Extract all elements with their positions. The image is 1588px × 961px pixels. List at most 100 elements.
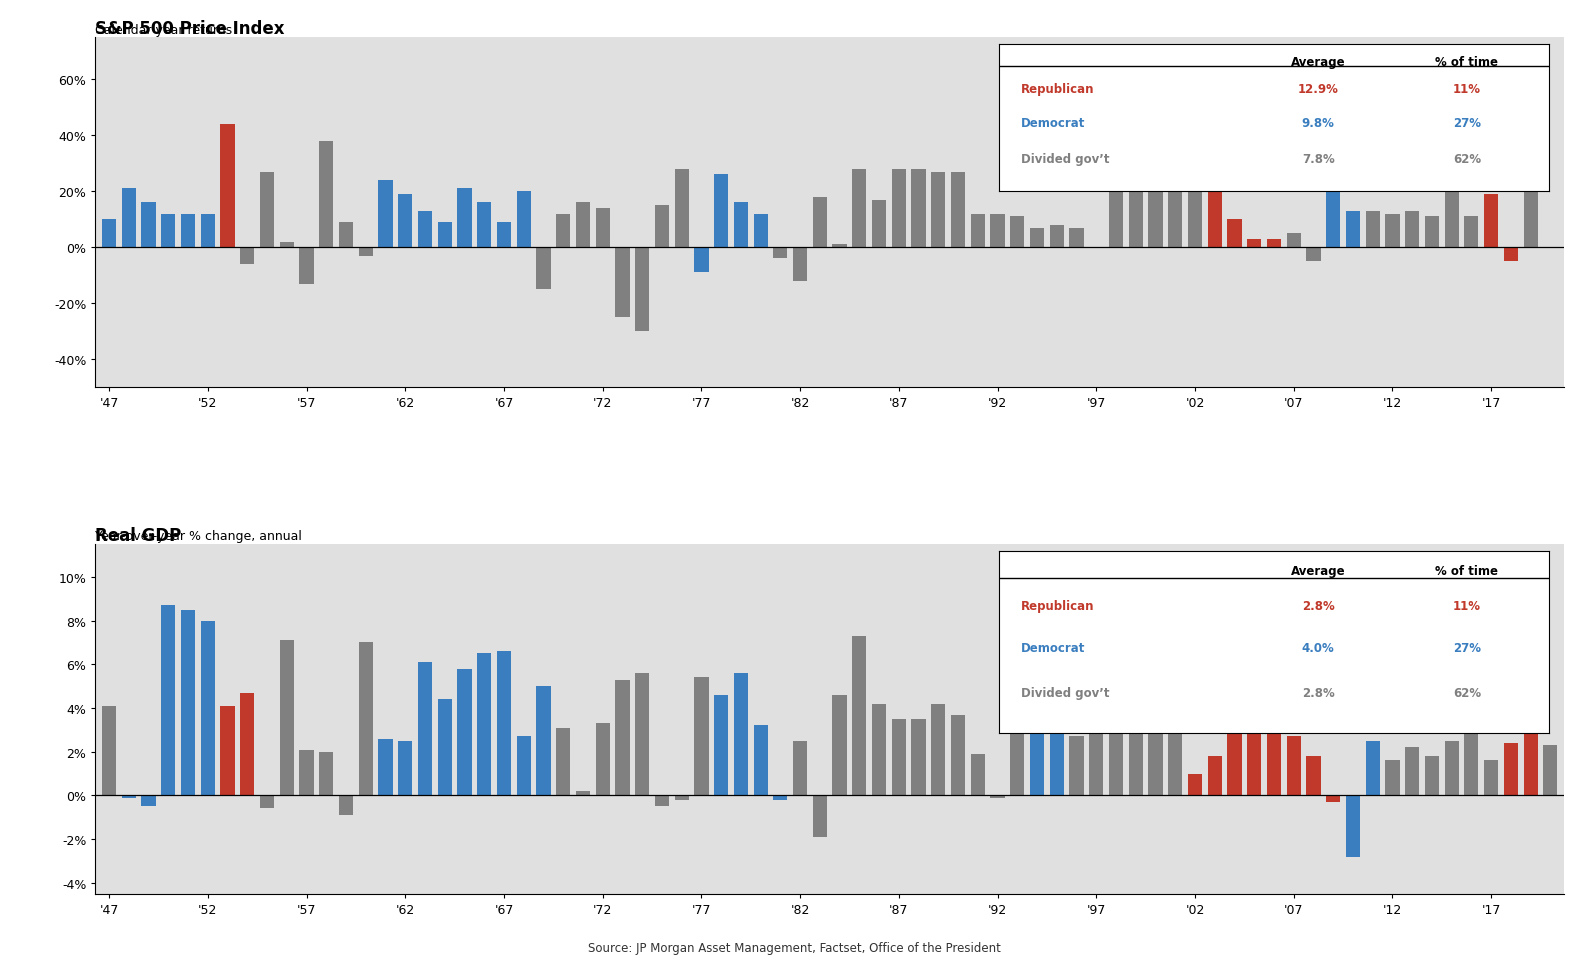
Bar bbox=[1326, 175, 1340, 248]
Bar bbox=[1523, 732, 1537, 796]
Bar bbox=[675, 170, 689, 248]
Bar bbox=[596, 724, 610, 796]
Bar bbox=[141, 796, 156, 806]
Bar bbox=[1247, 713, 1261, 796]
Bar bbox=[162, 605, 175, 796]
Bar bbox=[1424, 217, 1439, 248]
Bar bbox=[694, 678, 708, 796]
Bar bbox=[635, 248, 649, 332]
Bar bbox=[1129, 698, 1143, 796]
Bar bbox=[476, 203, 491, 248]
Bar bbox=[378, 181, 392, 248]
Bar bbox=[181, 610, 195, 796]
Bar bbox=[1345, 796, 1359, 856]
Bar bbox=[1504, 743, 1518, 796]
Bar bbox=[813, 796, 827, 837]
Bar bbox=[1108, 698, 1123, 796]
Bar bbox=[1326, 796, 1340, 802]
Bar bbox=[240, 248, 254, 264]
Bar bbox=[715, 695, 729, 796]
Bar bbox=[1010, 217, 1024, 248]
Bar bbox=[715, 175, 729, 248]
Bar bbox=[991, 796, 1005, 798]
Bar bbox=[951, 172, 966, 248]
Bar bbox=[556, 727, 570, 796]
Bar bbox=[1445, 741, 1459, 796]
Bar bbox=[832, 245, 846, 248]
Bar bbox=[399, 195, 413, 248]
Bar bbox=[141, 203, 156, 248]
Bar bbox=[497, 652, 511, 796]
Bar bbox=[931, 703, 945, 796]
Bar bbox=[240, 693, 254, 796]
Bar bbox=[970, 754, 985, 796]
Bar bbox=[1050, 708, 1064, 796]
Bar bbox=[1169, 170, 1183, 248]
Bar bbox=[635, 674, 649, 796]
Bar bbox=[1464, 732, 1478, 796]
Bar bbox=[221, 706, 235, 796]
Bar bbox=[359, 248, 373, 257]
Bar bbox=[773, 796, 788, 800]
Bar bbox=[991, 214, 1005, 248]
Bar bbox=[1228, 220, 1242, 248]
Bar bbox=[615, 248, 629, 318]
Bar bbox=[853, 636, 867, 796]
Bar bbox=[279, 242, 294, 248]
Bar bbox=[576, 203, 591, 248]
Bar bbox=[260, 796, 275, 808]
Bar bbox=[378, 739, 392, 796]
Bar bbox=[615, 679, 629, 796]
Bar bbox=[200, 214, 214, 248]
Bar bbox=[792, 741, 807, 796]
Bar bbox=[1207, 170, 1221, 248]
Bar bbox=[181, 214, 195, 248]
Bar bbox=[792, 248, 807, 282]
Bar bbox=[734, 203, 748, 248]
Bar bbox=[970, 214, 985, 248]
Bar bbox=[1031, 229, 1045, 248]
Bar bbox=[556, 214, 570, 248]
Bar bbox=[853, 170, 867, 248]
Bar bbox=[359, 643, 373, 796]
Bar bbox=[200, 621, 214, 796]
Bar bbox=[576, 791, 591, 796]
Bar bbox=[951, 715, 966, 796]
Bar bbox=[1129, 159, 1143, 248]
Bar bbox=[1385, 214, 1399, 248]
Bar bbox=[1286, 737, 1301, 796]
Bar bbox=[319, 142, 333, 248]
Bar bbox=[1385, 761, 1399, 796]
Bar bbox=[596, 209, 610, 248]
Text: Source: JP Morgan Asset Management, Factset, Office of the President: Source: JP Morgan Asset Management, Fact… bbox=[588, 942, 1000, 954]
Bar bbox=[1010, 719, 1024, 796]
Bar bbox=[734, 674, 748, 796]
Bar bbox=[754, 726, 767, 796]
Bar bbox=[1523, 164, 1537, 248]
Bar bbox=[1464, 217, 1478, 248]
Bar bbox=[1405, 748, 1420, 796]
Bar bbox=[1031, 734, 1045, 796]
Bar bbox=[1228, 734, 1242, 796]
Bar bbox=[1207, 756, 1221, 796]
Bar bbox=[1169, 706, 1183, 796]
Bar bbox=[457, 189, 472, 248]
Bar bbox=[338, 223, 353, 248]
Bar bbox=[773, 248, 788, 259]
Bar bbox=[1307, 248, 1321, 261]
Bar bbox=[438, 700, 453, 796]
Bar bbox=[418, 662, 432, 796]
Bar bbox=[102, 220, 116, 248]
Bar bbox=[1069, 229, 1083, 248]
Bar bbox=[1108, 150, 1123, 248]
Bar bbox=[754, 214, 767, 248]
Bar bbox=[892, 170, 905, 248]
Text: S&P 500 Price Index: S&P 500 Price Index bbox=[95, 20, 284, 38]
Bar bbox=[399, 741, 413, 796]
Text: Real GDP: Real GDP bbox=[95, 527, 181, 545]
Bar bbox=[675, 796, 689, 800]
Bar bbox=[1504, 248, 1518, 261]
Bar bbox=[260, 172, 275, 248]
Bar bbox=[319, 752, 333, 796]
Bar bbox=[1267, 724, 1282, 796]
